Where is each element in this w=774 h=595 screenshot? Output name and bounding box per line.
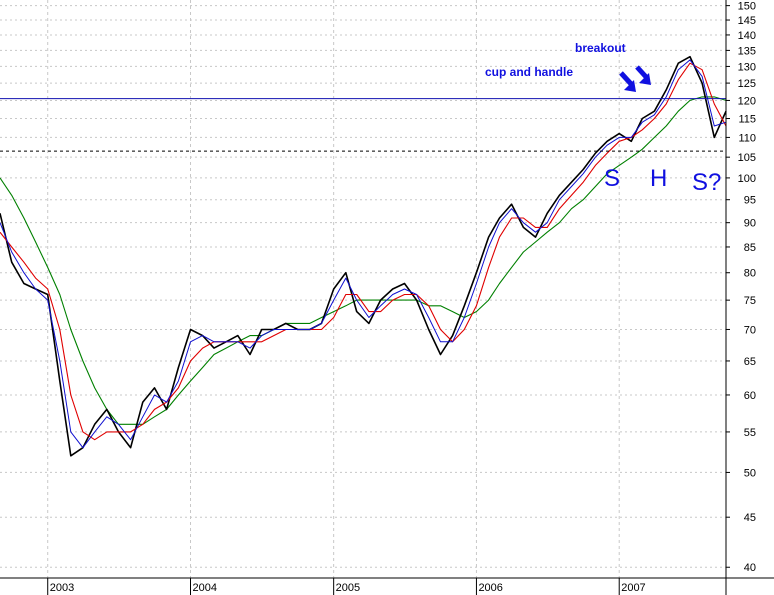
y-tick-label: 130 — [738, 61, 756, 73]
y-tick-label: 50 — [744, 467, 756, 479]
y-tick-label: 70 — [744, 324, 756, 336]
x-tick-label: 2003 — [50, 582, 74, 594]
breakout-arrow-right-head — [639, 73, 651, 85]
x-tick-label: 2007 — [621, 582, 645, 594]
annotation-s-right: S? — [692, 169, 721, 196]
y-tick-label: 150 — [738, 1, 756, 13]
y-tick-label: 65 — [744, 356, 756, 368]
y-tick-label: 75 — [744, 295, 756, 307]
y-tick-label: 120 — [738, 95, 756, 107]
y-tick-label: 125 — [738, 78, 756, 90]
y-tick-label: 100 — [738, 173, 756, 185]
x-tick-label: 2006 — [478, 582, 502, 594]
y-tick-label: 115 — [738, 114, 756, 126]
tick-labels: 150 145 140 135 130 125 120 115 110 105 100 95 90 85 8… — [47, 1, 756, 595]
breakout-arrow-left — [619, 71, 636, 92]
breakout-arrow-right-shaft — [635, 65, 649, 80]
y-tick-label: 55 — [744, 427, 756, 439]
y-tick-label: 105 — [738, 152, 756, 164]
series-line-ma-short — [0, 59, 727, 449]
y-tick-label: 140 — [738, 30, 756, 42]
series-layer — [0, 55, 727, 457]
series-line-price — [0, 55, 727, 457]
breakout-arrow-right — [635, 65, 651, 85]
y-tick-label: 80 — [744, 268, 756, 280]
x-tick-label: 2004 — [192, 582, 216, 594]
annotation-breakout: breakout — [575, 41, 626, 55]
y-tick-label: 135 — [738, 45, 756, 57]
horizontal-lines — [0, 98, 726, 152]
annotations: cup and handle breakout S H S? — [485, 41, 721, 196]
y-tick-label: 45 — [744, 512, 756, 524]
series-line-ma-long — [0, 96, 727, 425]
annotation-h: H — [650, 165, 667, 192]
x-tick-label: 2005 — [336, 582, 360, 594]
annotation-cup-and-handle: cup and handle — [485, 65, 573, 79]
y-tick-label: 90 — [744, 218, 756, 230]
y-tick-label: 145 — [738, 15, 756, 27]
y-tick-label: 40 — [744, 562, 756, 574]
y-tick-label: 85 — [744, 242, 756, 254]
y-tick-label: 60 — [744, 390, 756, 402]
breakout-arrow-left-head — [624, 80, 636, 92]
y-tick-label: 95 — [744, 195, 756, 207]
annotation-s-left: S — [604, 165, 620, 192]
breakout-arrow-left-shaft — [619, 71, 634, 87]
y-tick-label: 110 — [738, 132, 756, 144]
series-line-ma-medium — [0, 62, 727, 441]
